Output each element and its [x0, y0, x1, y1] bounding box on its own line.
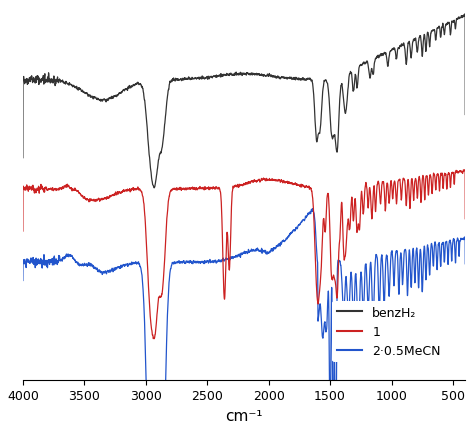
Legend: benzH₂, 1, 2·0.5MeCN: benzH₂, 1, 2·0.5MeCN	[332, 301, 446, 362]
X-axis label: cm⁻¹: cm⁻¹	[225, 408, 263, 423]
